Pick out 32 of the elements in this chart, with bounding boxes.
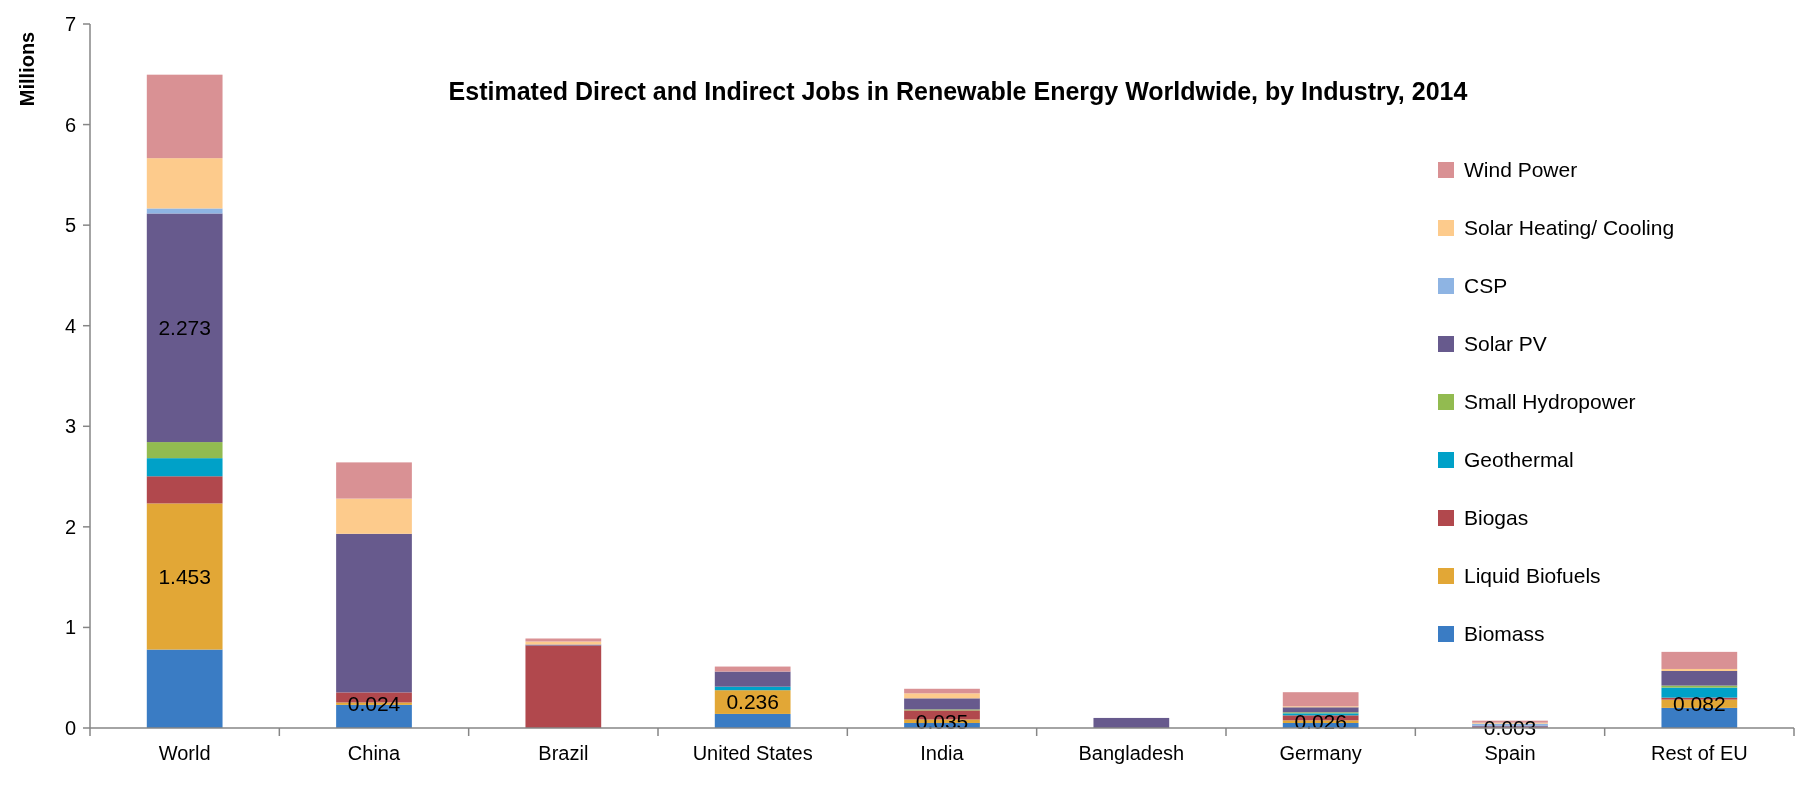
x-tick-label: Spain [1484, 742, 1536, 764]
legend-label: Small Hydropower [1464, 390, 1636, 414]
y-tick-label: 2 [64, 515, 76, 538]
x-tick-label: United States [692, 742, 813, 764]
x-tick-label: Rest of EU [1650, 742, 1748, 764]
x-tick-label: Germany [1279, 742, 1362, 764]
y-tick-label: 1 [64, 616, 76, 639]
y-axis-title: Millions [16, 31, 38, 107]
x-tick-label: World [158, 742, 211, 764]
x-tick-label: China [347, 742, 401, 764]
y-tick-label: 0 [64, 717, 76, 739]
legend-label: Biogas [1464, 506, 1529, 530]
x-tick-label: India [920, 742, 965, 764]
y-tick-label: 5 [64, 214, 76, 237]
y-tick-label: 6 [64, 113, 76, 136]
legend-label: Geothermal [1464, 448, 1574, 472]
data-label: 1.453 [158, 564, 211, 588]
y-tick-label: 7 [64, 13, 76, 35]
legend-label: Wind Power [1464, 158, 1578, 182]
data-label: 0.003 [1483, 716, 1537, 740]
data-label: 2.273 [158, 316, 211, 340]
legend-label: Solar PV [1464, 332, 1547, 356]
x-tick-label: Bangladesh [1078, 742, 1185, 764]
legend-label: Biomass [1464, 622, 1545, 646]
data-label: 0.236 [726, 690, 779, 714]
legend-label: CSP [1464, 274, 1508, 298]
legend-label: Solar Heating/ Cooling [1464, 216, 1675, 240]
y-tick-label: 3 [64, 415, 76, 438]
y-tick-label: 4 [64, 314, 76, 337]
legend-label: Liquid Biofuels [1464, 564, 1601, 588]
x-tick-label: Brazil [538, 742, 589, 764]
text: Estimated Direct and Indirect Jobs in Renewable Energy Worldwide, by Industry, 2014 [448, 77, 1468, 105]
